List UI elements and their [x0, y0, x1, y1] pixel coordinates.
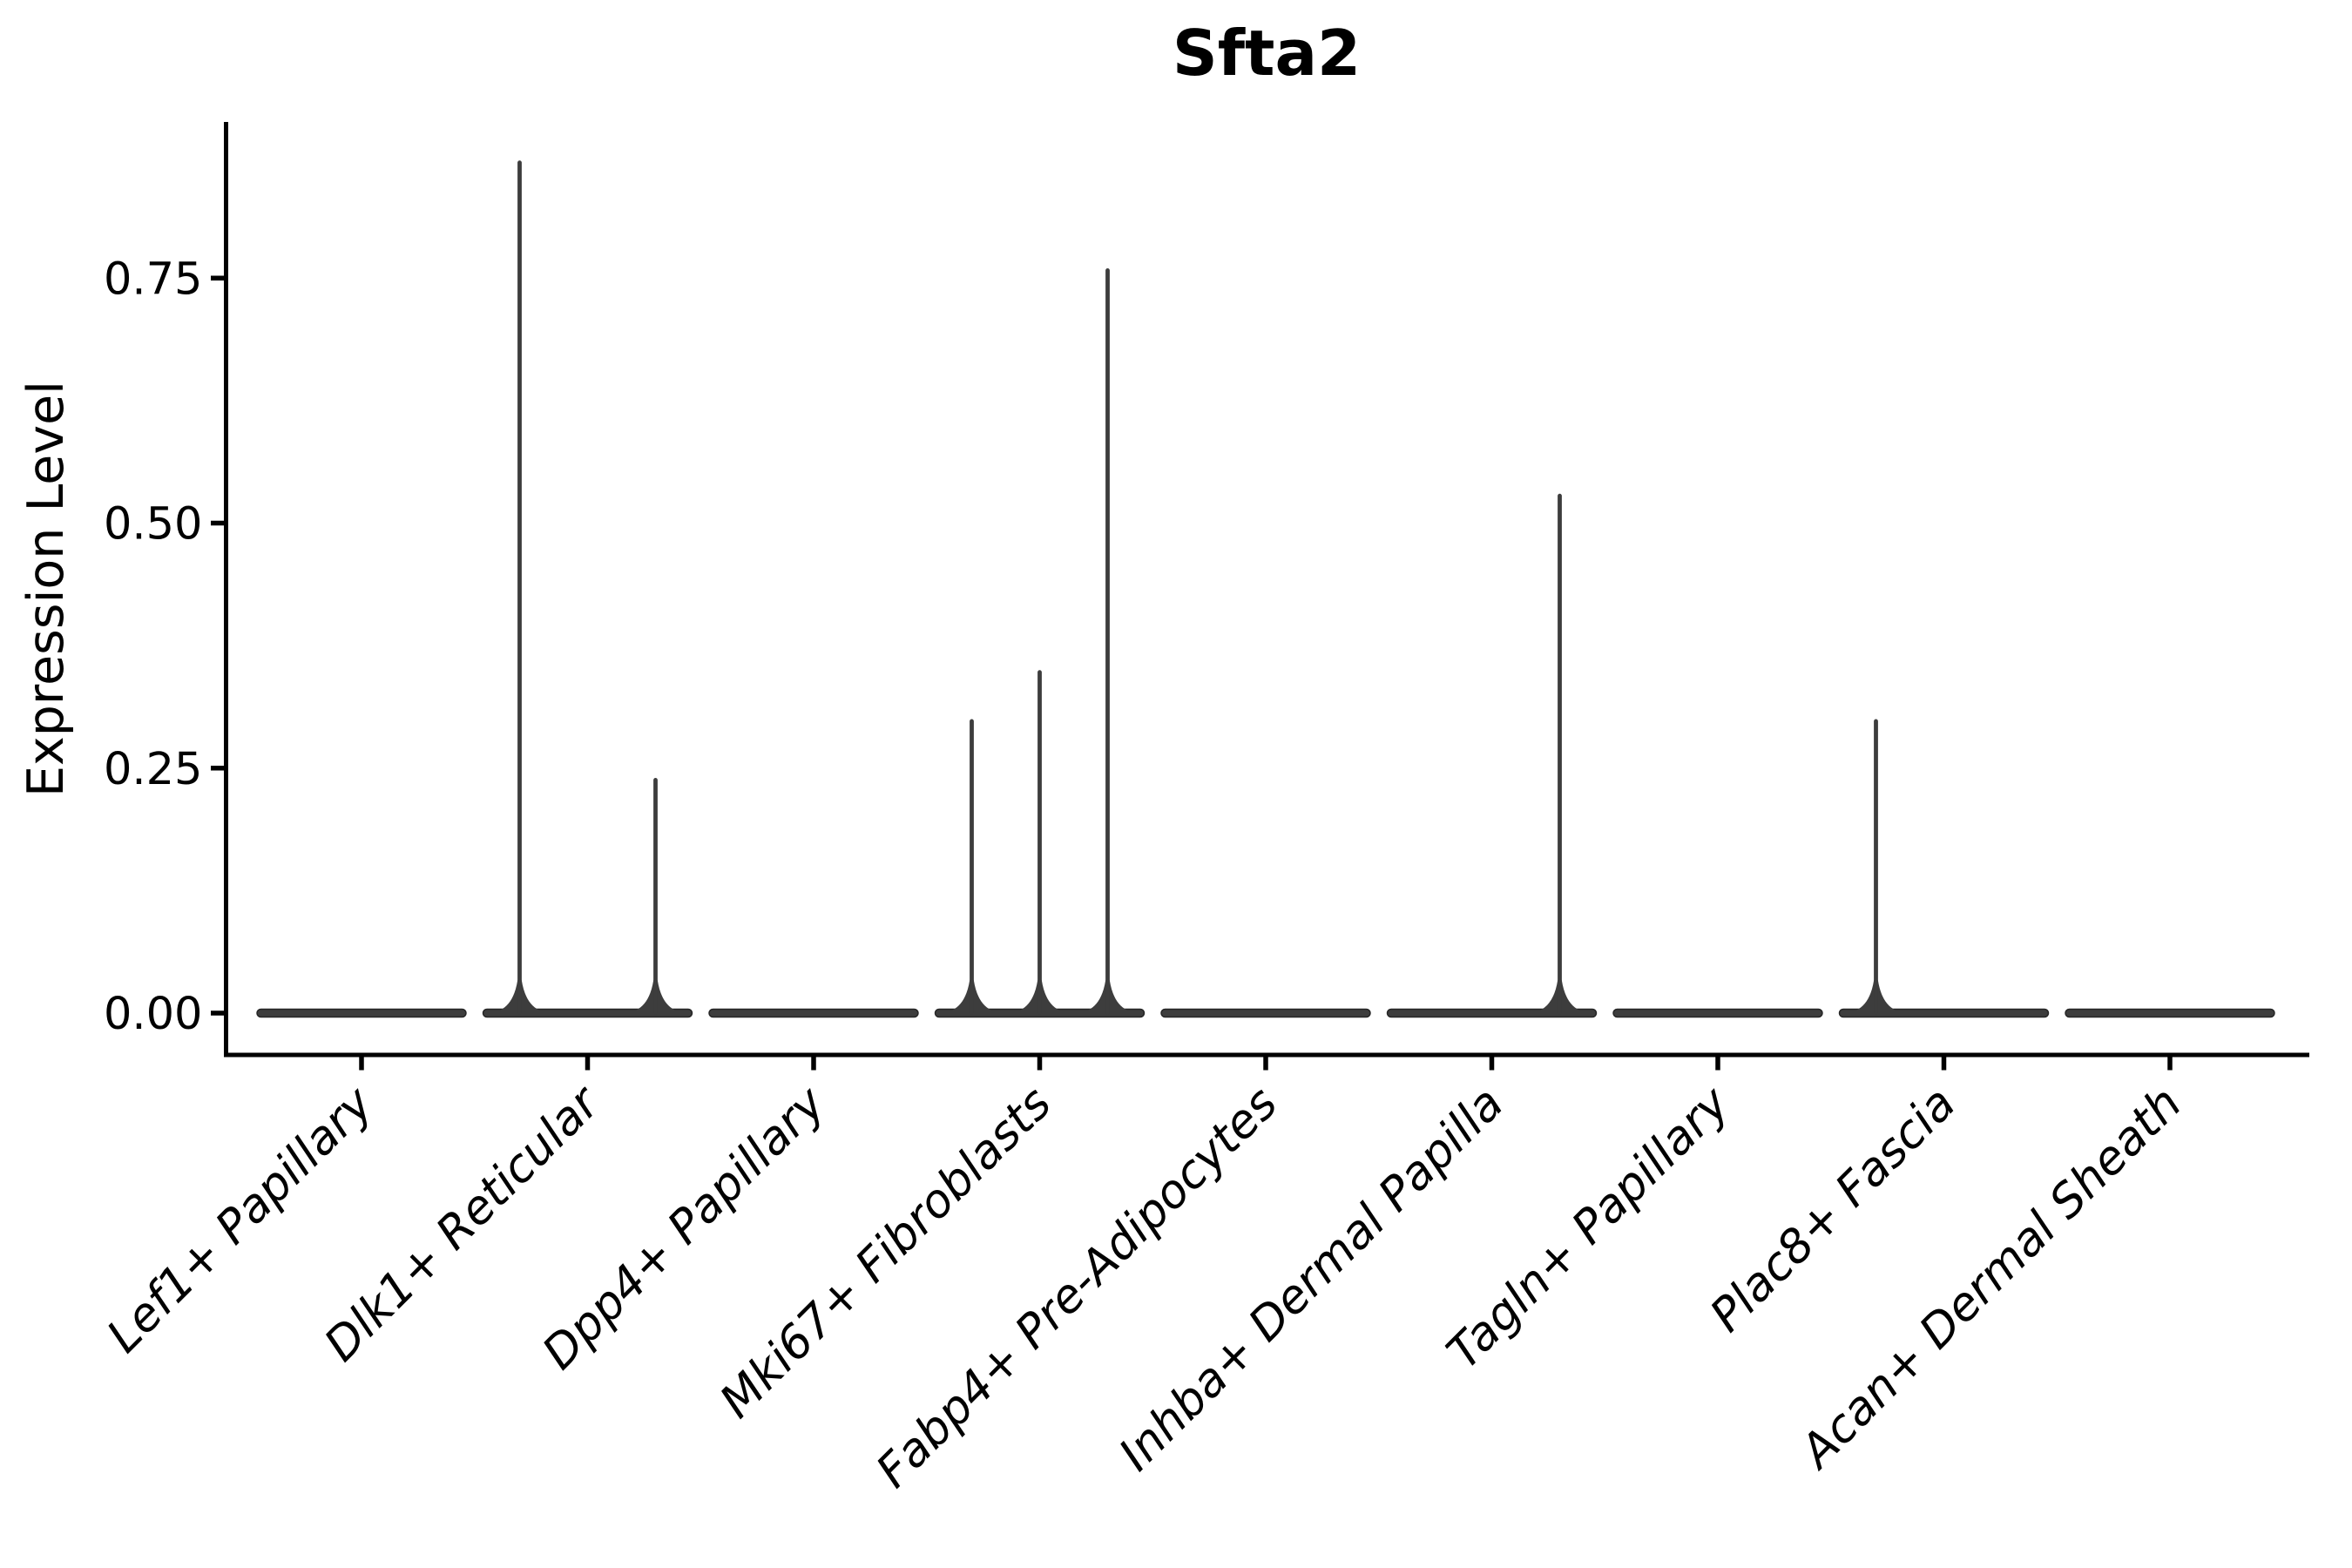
- y-tick-mark: [211, 520, 224, 526]
- violin-body: [708, 1008, 919, 1018]
- violin-spike: [1558, 493, 1562, 1015]
- violin-spike: [517, 160, 522, 1015]
- violin: [256, 1008, 467, 1018]
- x-tick-mark: [359, 1057, 364, 1071]
- y-tick-label: 0.50: [104, 499, 203, 551]
- x-tick-mark: [811, 1057, 816, 1071]
- violin-body: [256, 1008, 467, 1018]
- y-tick-mark: [211, 1010, 224, 1016]
- chart-title: Sfta2: [1173, 17, 1361, 90]
- x-tick-mark: [585, 1057, 591, 1071]
- y-axis-label: Expression Level: [17, 381, 75, 797]
- violin: [2065, 1008, 2275, 1018]
- y-tick-mark: [211, 766, 224, 771]
- violin-body: [1612, 1008, 1823, 1018]
- y-axis-spine: [224, 122, 228, 1058]
- violin: [482, 160, 693, 1018]
- violin-body: [1160, 1008, 1371, 1018]
- x-tick-mark: [1715, 1057, 1720, 1071]
- y-tick-mark: [211, 275, 224, 280]
- y-tick-label: 0.00: [104, 989, 203, 1040]
- violin-spike: [1105, 268, 1110, 1015]
- violin-layer: [256, 160, 2275, 1018]
- x-tick-mark: [1941, 1057, 1947, 1071]
- violin-spike: [653, 778, 658, 1015]
- x-tick-mark: [2167, 1057, 2173, 1071]
- violin-body: [2065, 1008, 2275, 1018]
- violin-spike: [1874, 719, 1878, 1015]
- violin-spike: [970, 719, 974, 1015]
- violin-spike: [1037, 670, 1042, 1015]
- x-tick-label: Fabp4+ Pre-Adipocytes: [867, 1077, 1288, 1498]
- x-tick-label: Inhba+ Dermal Papilla: [1109, 1077, 1513, 1481]
- violin: [1612, 1008, 1823, 1018]
- x-axis-spine: [224, 1052, 2309, 1058]
- violin: [934, 268, 1146, 1018]
- x-tick-label: Acan+ Dermal Sheath: [1789, 1077, 2193, 1480]
- y-tick-label: 0.25: [104, 744, 203, 795]
- x-tick-mark: [1037, 1057, 1043, 1071]
- violin: [708, 1008, 919, 1018]
- y-tick-label: 0.75: [104, 253, 203, 305]
- violin: [1386, 493, 1598, 1018]
- violin: [1838, 719, 2050, 1018]
- x-tick-mark: [1489, 1057, 1495, 1071]
- violin: [1160, 1008, 1371, 1018]
- x-tick-mark: [1263, 1057, 1268, 1071]
- x-tick-label: Plac8+ Fascia: [1700, 1077, 1966, 1342]
